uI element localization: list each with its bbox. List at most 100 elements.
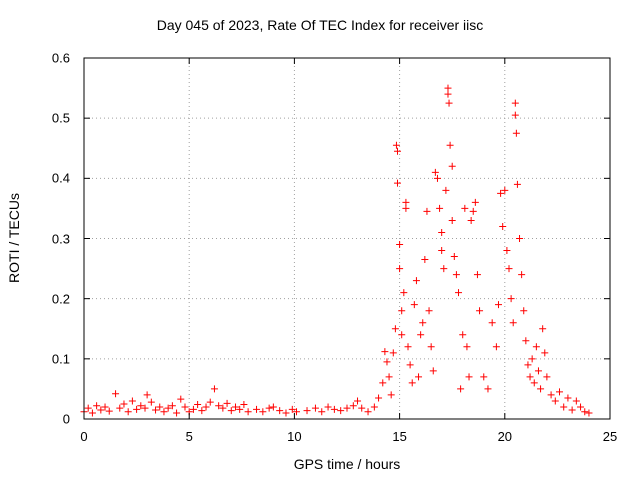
data-point [354, 397, 362, 405]
data-point [511, 111, 519, 119]
data-point [358, 404, 366, 412]
data-point [524, 361, 532, 369]
data-point [408, 379, 416, 387]
axis-ticks [83, 57, 611, 420]
data-point [427, 343, 435, 351]
data-point [265, 404, 273, 412]
data-point [512, 129, 520, 137]
data-point [177, 395, 185, 403]
data-point [541, 349, 549, 357]
data-point [560, 403, 568, 411]
data-point [337, 407, 345, 415]
y-tick-label: 0.1 [51, 351, 70, 367]
data-point [160, 408, 168, 416]
data-point [124, 408, 132, 416]
data-point [156, 403, 164, 411]
data-point [396, 241, 404, 249]
data-point [402, 198, 410, 206]
data-point [505, 265, 513, 273]
data-point [537, 385, 545, 393]
data-point [396, 265, 404, 273]
data-point [415, 373, 423, 381]
y-axis-label: ROTI / TECUs [6, 193, 22, 283]
data-point [543, 373, 551, 381]
data-point [539, 325, 547, 333]
data-point [463, 343, 471, 351]
data-point [556, 388, 564, 396]
data-point [471, 198, 479, 206]
data-point [112, 390, 120, 398]
data-point [507, 295, 515, 303]
data-point [343, 404, 351, 412]
data-point [501, 186, 509, 194]
data-point [404, 343, 412, 351]
data-point [164, 404, 172, 412]
data-point [455, 289, 463, 297]
data-point [551, 397, 559, 405]
data-point [509, 319, 517, 327]
data-point [431, 168, 439, 176]
data-point [518, 271, 526, 279]
y-tick-label: 0.2 [51, 291, 70, 307]
data-point [423, 207, 431, 215]
data-point [303, 407, 311, 415]
data-point [387, 391, 395, 399]
data-point [461, 204, 469, 212]
data-point [288, 405, 296, 413]
data-point [276, 407, 284, 415]
data-point [393, 179, 401, 187]
data-point [173, 409, 181, 417]
data-point [534, 367, 542, 375]
data-point [236, 405, 244, 413]
data-point [88, 409, 96, 417]
data-point [84, 404, 92, 412]
data-point [375, 394, 383, 402]
scatter-points [80, 84, 593, 417]
data-point [448, 216, 456, 224]
data-point [444, 90, 452, 98]
x-tick-label: 15 [392, 429, 407, 444]
data-point [385, 373, 393, 381]
data-point [581, 408, 589, 416]
data-point [194, 401, 202, 409]
data-point [488, 319, 496, 327]
data-point [452, 271, 460, 279]
data-point [330, 405, 338, 413]
data-point [370, 403, 378, 411]
data-point [513, 180, 521, 188]
data-point [147, 398, 155, 406]
x-tick-label: 5 [185, 429, 193, 444]
data-point [364, 408, 372, 416]
y-tick-label: 0.5 [51, 110, 70, 126]
data-point [526, 373, 534, 381]
data-point [128, 397, 136, 405]
data-point [93, 402, 101, 410]
data-point [269, 403, 277, 411]
data-point [530, 379, 538, 387]
x-axis-label: GPS time / hours [293, 456, 401, 472]
data-point [577, 403, 585, 411]
data-point [564, 394, 572, 402]
data-point [445, 99, 453, 107]
data-point [433, 174, 441, 182]
data-point [412, 277, 420, 285]
data-point [120, 400, 128, 408]
x-tick-label: 10 [287, 429, 302, 444]
data-point [389, 349, 397, 357]
data-point [476, 307, 484, 315]
data-point [438, 228, 446, 236]
data-point [484, 385, 492, 393]
data-point [406, 361, 414, 369]
data-point [168, 402, 176, 410]
data-point [383, 358, 391, 366]
data-point [410, 301, 418, 309]
grid-lines [84, 58, 610, 419]
data-point [227, 407, 235, 415]
data-point [425, 307, 433, 315]
data-point [324, 403, 332, 411]
data-point [511, 99, 519, 107]
data-point [417, 331, 425, 339]
data-point [181, 403, 189, 411]
data-point [469, 207, 477, 215]
x-tick-label: 0 [80, 429, 88, 444]
